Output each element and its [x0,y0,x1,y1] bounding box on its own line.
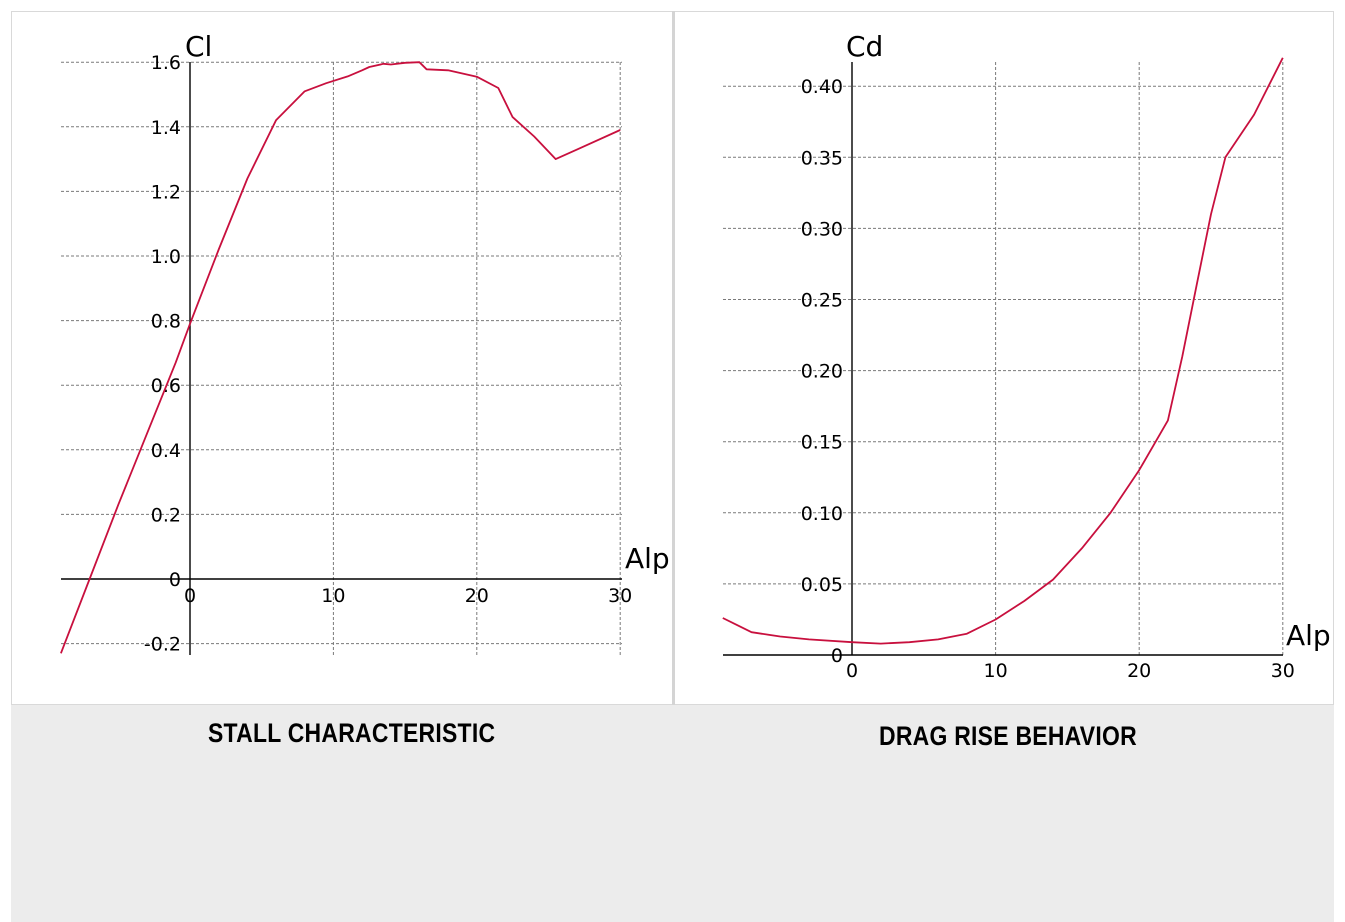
stall-y-tick-label: 0.8 [151,311,181,333]
drag-series-line [722,57,1284,645]
stall-y-tick-label: 0.2 [151,504,181,526]
drag-y-tick-label: 0.40 [801,76,843,98]
drag-y-tick-label: 0.05 [801,574,843,596]
drag-chart-title: DRAG RISE BEHAVIOR [879,721,1137,751]
drag-y-tick-label: 0.20 [801,361,843,383]
drag-x-tick-label: 10 [984,660,1008,682]
drag-y-axis-label: Cd [846,30,883,63]
stall-y-tick-label: 1.0 [151,246,181,268]
drag-y-tick-label: 0.15 [801,432,843,454]
stall-y-tick-label: 1.2 [151,181,181,203]
stall-x-tick-label: 20 [465,585,489,607]
stall-y-tick-label: 0.4 [151,440,181,462]
stall-y-axis-label: Cl [185,30,212,63]
drag-y-tick-label: 0.30 [801,218,843,240]
drag-y-tick-label: 0.35 [801,147,843,169]
caption-area [11,705,1334,922]
stall-chart-title: STALL CHARACTERISTIC [208,718,496,748]
drag-y-tick-label: 0 [831,645,843,667]
stall-y-tick-label: 1.4 [151,117,181,139]
stall-x-tick-label: 0 [184,585,196,607]
drag-x-axis-label: Alp [1286,619,1331,652]
drag-x-tick-label: 20 [1127,660,1151,682]
stall-series-line [60,61,621,654]
stall-x-tick-label: 30 [608,585,632,607]
stall-y-tick-label: 1.6 [151,52,181,74]
drag-x-tick-label: 30 [1271,660,1295,682]
stall-x-tick-label: 10 [321,585,345,607]
stall-y-tick-label: 0 [169,569,181,591]
stall-y-tick-label: -0.2 [144,634,181,656]
drag-y-tick-label: 0.25 [801,290,843,312]
stall-x-axis-label: Alp [625,542,670,575]
panel-divider [672,11,675,705]
drag-chart-panel [674,11,1334,705]
drag-y-tick-label: 0.10 [801,503,843,525]
drag-x-tick-label: 0 [846,660,858,682]
